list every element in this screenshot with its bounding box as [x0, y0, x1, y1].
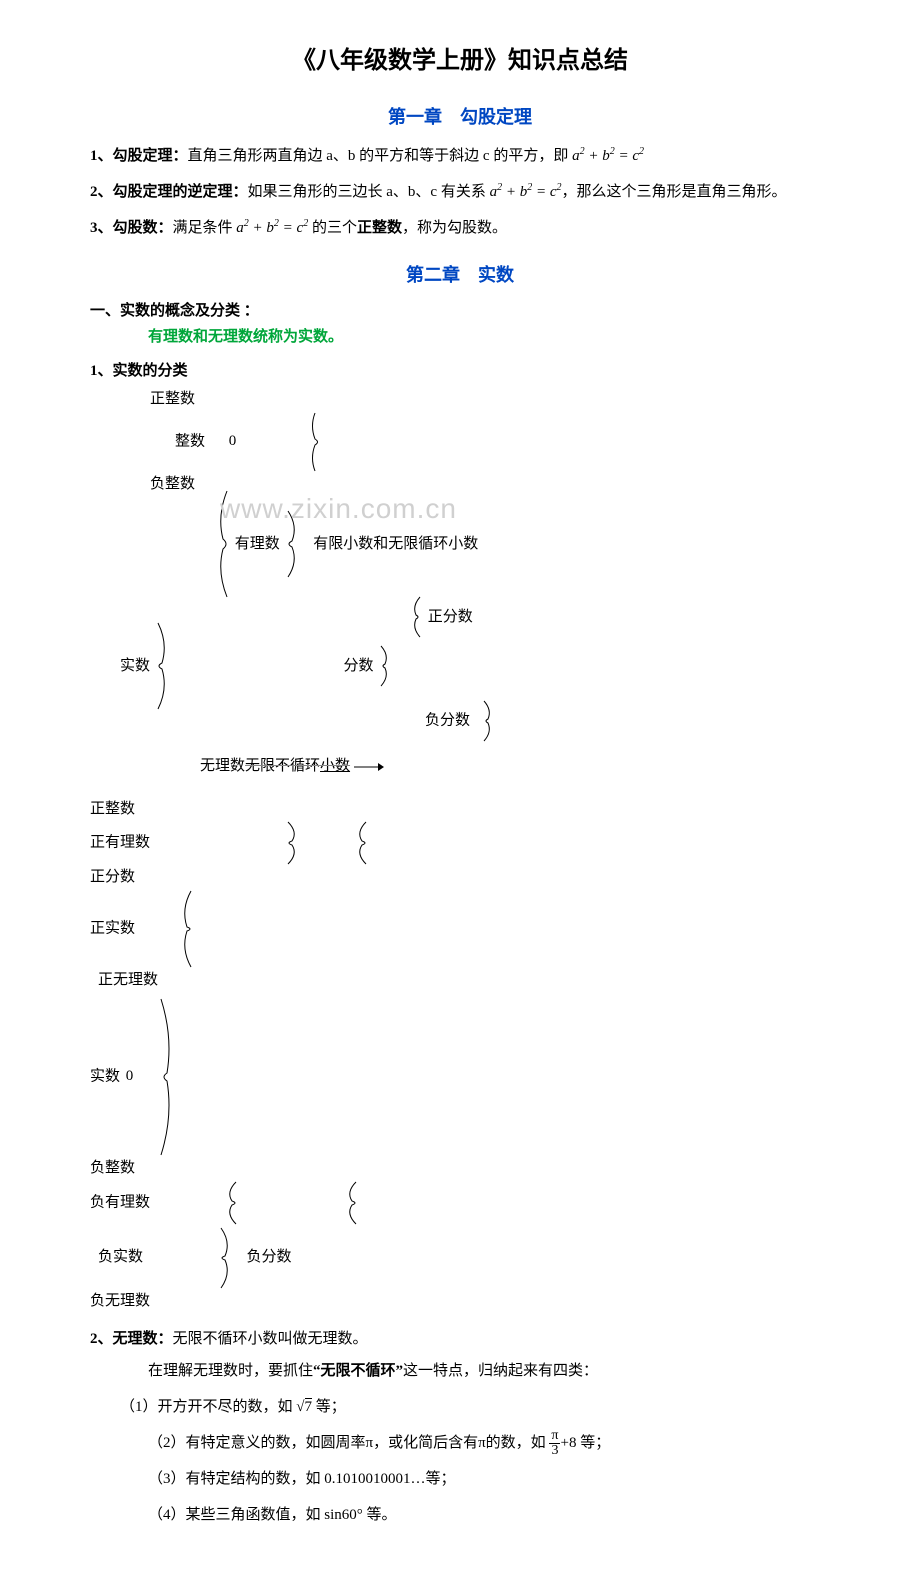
t2-negrational: 负有理数	[90, 1194, 150, 1210]
chapter2-heading: 第二章 实数	[90, 261, 830, 287]
c1-p2-text-b: ，那么这个三角形是直角三角形。	[562, 184, 787, 200]
t1-int-row: 整数 0	[175, 411, 830, 473]
c2-s1-green: 有理数和无理数统称为实数。	[148, 324, 830, 351]
c1-p1-formula: a2 + b2 = c2	[572, 148, 644, 164]
arrow-icon	[354, 762, 384, 772]
c2-item4: （4）某些三角函数值，如 sin60° 等。	[148, 1500, 830, 1530]
c1-p3-label: 3、勾股数：	[90, 220, 173, 236]
t1-negfrac: 负分数	[425, 712, 470, 728]
t1-rational-row: 有理数 有限小数和无限循环小数	[215, 489, 830, 599]
c1-p2-formula: a2 + b2 = c2	[490, 184, 562, 200]
t1-rational: 有理数	[235, 536, 280, 552]
classification-tree-2: 正整数 正有理数 正分数 正实数 正无理数 实数 0 负整数	[90, 798, 830, 1313]
frac-den: 3	[549, 1444, 560, 1458]
brace-icon	[215, 489, 231, 599]
brace-icon	[224, 1180, 240, 1226]
t2-negfrac: 负分数	[247, 1249, 292, 1265]
t2-negirr: 负无理数	[90, 1290, 830, 1313]
t2-negint: 负整数	[90, 1157, 830, 1180]
t2-zero-row: 实数 0	[90, 997, 830, 1157]
brace-icon	[310, 411, 340, 473]
brace-icon	[179, 889, 195, 969]
brace-icon	[344, 1180, 360, 1226]
t2-posirr: 正无理数	[98, 969, 830, 992]
c1-p2-text-a: 如果三角形的三边长 a、b、c 有关系	[248, 184, 486, 200]
classification-tree-1: www.zixin.com.cn 正整数 整数 0 负整数 有理数 有限小数	[120, 388, 830, 778]
c2-item1-b: 等；	[316, 1399, 346, 1415]
t2-posfrac: 正分数	[90, 866, 830, 889]
c2-item2-a: （2）有特定意义的数，如圆周率π，或化简后含有π的数，如	[148, 1435, 546, 1451]
document-page: 《八年级数学上册》知识点总结 第一章 勾股定理 1、勾股定理：直角三角形两直角边…	[0, 0, 920, 1576]
t2-negrational-row: 负有理数	[90, 1180, 830, 1226]
c2-item2-b: +8 等；	[560, 1435, 610, 1451]
brace-icon	[354, 820, 370, 866]
fraction-icon: π 3	[549, 1429, 560, 1458]
t2-negreal-row: 负实数 负分数	[90, 1226, 830, 1290]
t2-root: 实数	[90, 1068, 120, 1084]
c2-s1-heading: 一、实数的概念及分类 ：	[90, 299, 830, 320]
c2-sub2-note-b: 这一特点，归纳起来有四类：	[403, 1363, 598, 1379]
c2-sub2-note: 在理解无理数时，要抓住“无限不循环”这一特点，归纳起来有四类：	[148, 1356, 830, 1386]
t2-zero: 0	[126, 1068, 134, 1084]
c2-s1-sub1: 1、实数的分类	[90, 359, 830, 380]
brace-icon	[410, 595, 424, 639]
t2-posrational: 正有理数	[90, 834, 150, 850]
c2-sub2-label: 2、无理数：	[90, 1331, 173, 1347]
c2-item2: （2）有特定意义的数，如圆周率π，或化简后含有π的数，如 π 3 +8 等；	[148, 1428, 830, 1458]
t2-posreal: 正实数	[90, 920, 135, 936]
c2-sub2-note-a: 在理解无理数时，要抓住	[148, 1363, 313, 1379]
t1-irrational: 无理数	[200, 758, 245, 774]
c1-p3-formula: a2 + b2 = c2	[236, 220, 308, 236]
brace-icon	[480, 699, 494, 743]
brace-icon	[217, 1226, 233, 1290]
t1-irrational-row: 无理数无限不循环小数	[200, 755, 830, 778]
c2-item1: （1）开方开不尽的数，如 √7 等；	[120, 1392, 830, 1422]
c2-item1-a: （1）开方开不尽的数，如	[120, 1399, 293, 1415]
t1-infinite: 无限不循环小数	[245, 758, 350, 774]
c2-sub2-text: 无限不循环小数叫做无理数。	[173, 1331, 368, 1347]
t1-negint: 负整数	[150, 476, 195, 492]
c1-p3-text-a: 满足条件	[173, 220, 233, 236]
c2-sub2: 2、无理数：无限不循环小数叫做无理数。	[90, 1324, 830, 1354]
t2-posrational-row: 正有理数	[90, 820, 830, 866]
t1-negfrac-row: 负分数	[425, 699, 830, 743]
c2-sub2-note-bold: “无限不循环”	[313, 1363, 403, 1379]
t1-root: 实数	[120, 658, 150, 674]
page-title: 《八年级数学上册》知识点总结	[90, 40, 830, 75]
t2-negreal: 负实数	[98, 1249, 143, 1265]
c1-p2: 2、勾股定理的逆定理：如果三角形的三边长 a、b、c 有关系 a2 + b2 =…	[90, 177, 830, 207]
t1-int-label: 整数	[175, 433, 205, 449]
c1-p3-bold: 正整数	[357, 220, 402, 236]
sqrt-icon: √7	[296, 1398, 312, 1415]
c1-p1-text: 直角三角形两直角边 a、b 的平方和等于斜边 c 的平方，即	[188, 148, 569, 164]
frac-num: π	[549, 1429, 560, 1444]
c1-p2-label: 2、勾股定理的逆定理：	[90, 184, 248, 200]
c1-p1: 1、勾股定理：直角三角形两直角边 a、b 的平方和等于斜边 c 的平方，即 a2…	[90, 141, 830, 171]
brace-icon	[154, 621, 170, 711]
brace-icon	[377, 644, 391, 688]
t1-posfrac: 正分数	[428, 609, 473, 625]
brace-icon	[284, 509, 300, 579]
brace-icon	[157, 997, 175, 1157]
c1-p3: 3、勾股数：满足条件 a2 + b2 = c2 的三个正整数，称为勾股数。	[90, 213, 830, 243]
t1-int-zero: 0	[229, 433, 237, 449]
t1-root-row: 实数 分数	[120, 621, 830, 711]
t2-posint: 正整数	[90, 798, 830, 821]
c1-p3-text-b: 的三个	[312, 220, 357, 236]
c1-p3-text-c: ，称为勾股数。	[402, 220, 507, 236]
chapter1-heading: 第一章 勾股定理	[90, 103, 830, 129]
c2-item3: （3）有特定结构的数，如 0.1010010001…等；	[148, 1464, 830, 1494]
t1-posint: 正整数	[150, 391, 195, 407]
t2-posreal-row: 正实数	[90, 889, 830, 969]
t1-posint-row: 正整数	[150, 388, 830, 411]
t1-finite: 有限小数和无限循环小数	[313, 536, 478, 552]
c1-p1-label: 1、勾股定理：	[90, 148, 188, 164]
t1-fraction: 分数	[344, 658, 374, 674]
brace-icon	[284, 820, 300, 866]
